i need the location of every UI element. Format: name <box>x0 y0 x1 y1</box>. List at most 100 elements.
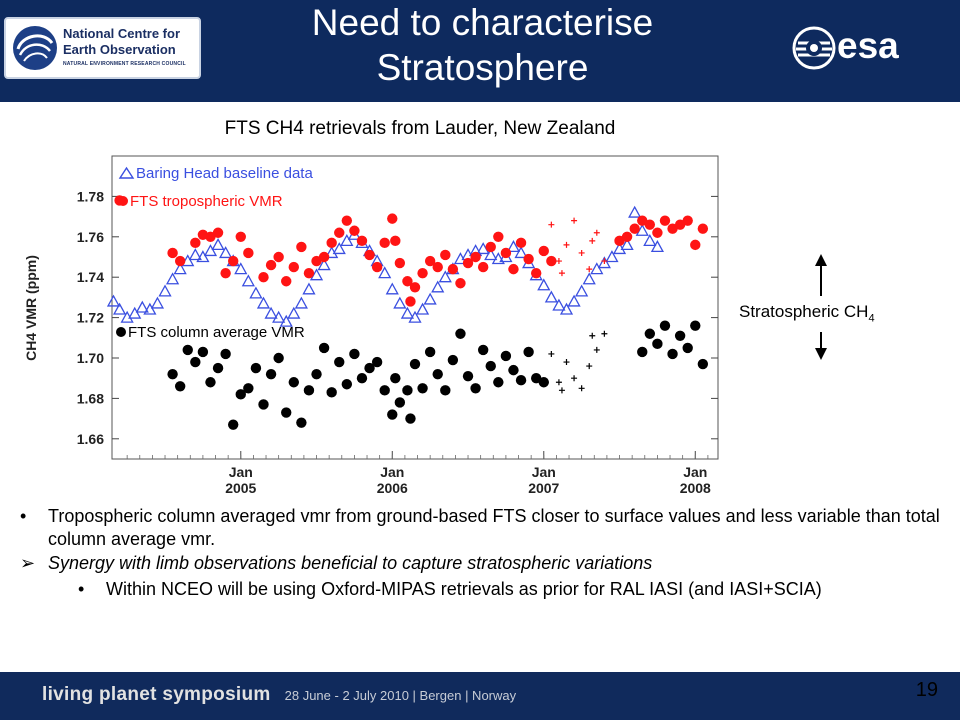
symposium-dates: 28 June - 2 July 2010 | Bergen | Norway <box>284 688 517 703</box>
fts-tropospheric-point <box>500 247 512 259</box>
bullet-dot-icon: • <box>78 579 85 599</box>
baring-head-point <box>650 240 664 253</box>
y-tick-label: 1.68 <box>77 390 104 406</box>
stratospheric-ch4-subscript: 4 <box>868 312 875 325</box>
baring-head-point <box>643 233 657 246</box>
fts-tropospheric-point <box>440 249 451 261</box>
fts-column-point <box>417 383 428 394</box>
fts-column-point <box>356 373 368 384</box>
baring-head-point <box>287 306 301 319</box>
nceo-name-line2: Earth Observation <box>63 42 176 57</box>
y-axis-label: CH4 VMR (ppm) <box>23 255 39 361</box>
baring-head-point <box>506 240 521 253</box>
x-tick-label-month: Jan <box>532 464 556 480</box>
data-points <box>106 195 709 430</box>
fts-tropospheric-point <box>281 276 292 287</box>
legend-triangle-icon <box>118 166 135 179</box>
fts-tropospheric-point <box>190 237 201 249</box>
fts-column-point <box>190 356 201 368</box>
fts-tropospheric-point <box>485 241 496 253</box>
fts-tropospheric-point <box>212 227 224 238</box>
fts-column-point <box>447 354 459 366</box>
fts-tropospheric-point <box>659 215 671 226</box>
fts-column-point <box>174 381 186 392</box>
baring-head-point <box>575 284 589 297</box>
fts-column-point <box>538 377 549 388</box>
baring-head-point <box>385 282 399 295</box>
fts-column-plus-point <box>555 379 562 386</box>
fts-column-point <box>440 385 451 396</box>
fts-tropospheric-point <box>349 225 360 236</box>
esa-logo: esa <box>792 24 928 72</box>
slide-title-line1: Need to characterise <box>311 2 654 43</box>
baring-head-point <box>241 274 255 287</box>
fts-column-point <box>220 348 231 360</box>
baring-head-point <box>567 294 581 307</box>
fts-tropospheric-point <box>356 235 368 247</box>
fts-column-point <box>288 377 299 388</box>
fts-tropospheric-point <box>621 231 633 242</box>
fts-column-point <box>182 344 193 356</box>
fts-column-point <box>424 346 436 358</box>
baring-head-point <box>106 294 121 307</box>
footer-band: living planet symposium 28 June - 2 July … <box>0 672 960 720</box>
legend-baring-head: Baring Head baseline data <box>118 165 313 182</box>
fts-column-point <box>303 385 315 396</box>
fts-tropospheric-point <box>405 296 416 307</box>
x-tick-label-year: 2006 <box>377 480 408 496</box>
bullet-text-1: Tropospheric column averaged vmr from gr… <box>48 506 940 549</box>
fts-tropospheric-point <box>515 237 527 249</box>
fts-column-point <box>485 360 496 372</box>
fts-tropospheric-point <box>644 219 656 230</box>
fts-column-point <box>405 413 416 424</box>
fts-column-point <box>258 399 269 410</box>
fts-tropospheric-plus-point <box>589 237 596 244</box>
baring-head-point <box>211 238 225 251</box>
fts-column-plus-point <box>601 330 608 337</box>
legend-label-fts-tropospheric: FTS tropospheric VMR <box>130 193 283 210</box>
fts-tropospheric-point <box>538 245 549 257</box>
fts-tropospheric-point <box>379 237 390 249</box>
fts-tropospheric-point <box>424 255 436 267</box>
fts-tropospheric-point <box>243 247 254 259</box>
baring-head-point <box>166 272 180 285</box>
page-number: 19 <box>915 679 938 701</box>
baring-head-point <box>317 258 331 271</box>
fts-tropospheric-point <box>697 223 709 234</box>
fts-tropospheric-point <box>455 278 466 289</box>
baring-head-point <box>552 298 566 311</box>
slide-title-line2: Stratosphere <box>376 47 589 88</box>
fts-column-plus-point <box>548 350 555 357</box>
fts-column-point <box>652 338 663 350</box>
fts-column-point <box>659 320 671 331</box>
baring-head-point <box>196 250 210 263</box>
fts-column-point <box>326 387 337 398</box>
fts-tropospheric-point <box>303 267 315 279</box>
chart-caption: FTS CH4 retrievals from Lauder, New Zeal… <box>224 118 616 139</box>
fts-column-point <box>394 397 406 408</box>
fts-column-point <box>250 362 262 374</box>
nceo-swirl-icon <box>13 26 57 70</box>
baring-head-point <box>431 280 445 293</box>
fts-tropospheric-plus-point <box>571 217 578 224</box>
bullet-item-2: ➢ Synergy with limb observations benefici… <box>20 552 950 575</box>
baring-head-point <box>590 262 604 275</box>
fts-column-point <box>311 368 322 380</box>
fts-column-point <box>387 409 398 420</box>
fts-tropospheric-point <box>690 239 701 251</box>
fts-column-point <box>470 383 481 394</box>
baring-head-point <box>150 296 165 309</box>
y-tick-label: 1.76 <box>77 229 104 245</box>
fts-column-point <box>273 352 284 364</box>
footer-text: living planet symposium 28 June - 2 July … <box>42 684 516 706</box>
nceo-name-line1: National Centre for <box>63 26 181 41</box>
fts-tropospheric-point <box>371 261 383 273</box>
nceo-council-line: NATURAL ENVIRONMENT RESEARCH COUNCIL <box>63 61 186 67</box>
fts-column-point <box>318 342 330 354</box>
slide-title: Need to characterise Stratosphere <box>230 0 735 90</box>
baring-head-point <box>279 314 293 327</box>
esa-swirl-icon <box>792 26 836 70</box>
fts-tropospheric-plus-point <box>586 266 593 273</box>
baring-head-point <box>135 300 149 313</box>
fts-column-plus-point <box>571 375 578 382</box>
